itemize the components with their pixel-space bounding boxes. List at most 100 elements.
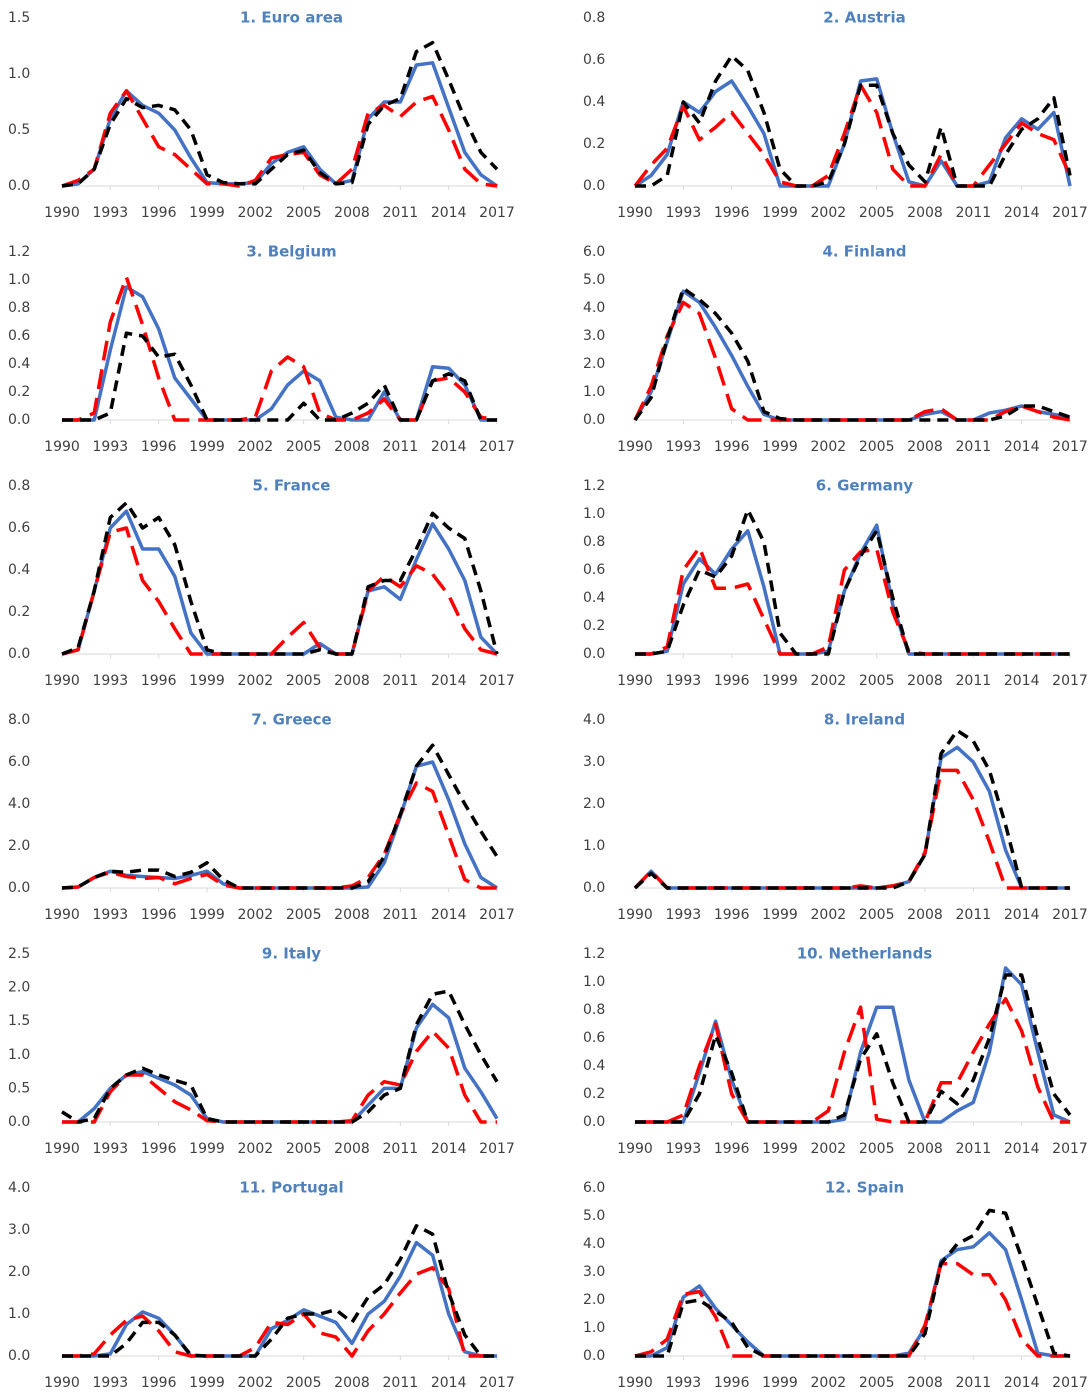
y-tick-label: 2.0	[583, 356, 605, 372]
x-tick-label: 2005	[859, 673, 895, 689]
y-tick-label: 1.0	[583, 384, 605, 400]
x-tick-label: 1990	[617, 1375, 653, 1391]
x-tick-label: 1993	[666, 439, 702, 455]
x-tick-label: 2014	[1004, 205, 1040, 221]
x-tick-label: 1996	[141, 673, 177, 689]
x-tick-label: 2014	[431, 1141, 467, 1157]
series-line	[61, 40, 499, 188]
series-line	[62, 331, 497, 422]
y-tick-label: 0.4	[8, 356, 30, 372]
y-tick-label: 0.8	[8, 478, 30, 494]
y-tick-label: 0.6	[8, 328, 30, 344]
chart-title: 10. Netherlands	[797, 945, 933, 963]
series-line	[635, 997, 1070, 1124]
y-tick-label: 5.0	[583, 272, 605, 288]
series-line	[633, 768, 1070, 890]
x-tick-label: 2005	[286, 907, 322, 923]
x-tick-label: 1996	[141, 205, 177, 221]
y-tick-label: 1.0	[583, 974, 605, 990]
y-tick-label: 4.0	[583, 1236, 605, 1252]
x-tick-label: 2008	[907, 439, 943, 455]
x-tick-label: 1999	[762, 1141, 798, 1157]
series-line	[62, 285, 497, 422]
series-line	[61, 61, 498, 188]
series-line	[61, 501, 499, 656]
y-tick-label: 4.0	[8, 1180, 30, 1196]
x-tick-label: 1999	[762, 1375, 798, 1391]
y-tick-label: 0.0	[8, 880, 30, 896]
x-tick-label: 2002	[811, 439, 847, 455]
x-tick-label: 2008	[334, 205, 370, 221]
series-line	[633, 745, 1070, 890]
x-tick-label: 1999	[762, 439, 798, 455]
x-tick-label: 2014	[1004, 907, 1040, 923]
x-tick-label: 2014	[1004, 1141, 1040, 1157]
chart-title: 11. Portugal	[239, 1179, 343, 1197]
y-tick-label: 5.0	[583, 1208, 605, 1224]
x-tick-label: 2017	[479, 439, 515, 455]
x-tick-label: 1996	[141, 1141, 177, 1157]
x-tick-label: 1996	[714, 1141, 750, 1157]
x-tick-label: 1999	[762, 673, 798, 689]
chart-title: 5. France	[253, 477, 331, 495]
x-tick-label: 2002	[811, 1375, 847, 1391]
x-tick-label: 1993	[666, 673, 702, 689]
y-tick-label: 0.4	[8, 562, 30, 578]
x-tick-label: 1996	[141, 907, 177, 923]
y-tick-label: 1.0	[8, 272, 30, 288]
x-tick-label: 1999	[189, 1141, 225, 1157]
y-tick-label: 0.6	[583, 52, 605, 68]
y-tick-label: 0.5	[8, 122, 30, 138]
x-tick-label: 2017	[1052, 1375, 1088, 1391]
y-tick-label: 1.0	[583, 838, 605, 854]
x-tick-label: 2002	[811, 1141, 847, 1157]
x-tick-label: 2008	[334, 439, 370, 455]
x-tick-label: 1993	[93, 1141, 129, 1157]
series-line	[62, 1266, 497, 1358]
x-tick-label: 2017	[1052, 205, 1088, 221]
y-tick-label: 0.8	[583, 10, 605, 26]
y-tick-label: 6.0	[583, 244, 605, 260]
x-tick-label: 2017	[479, 205, 515, 221]
y-tick-label: 3.0	[583, 328, 605, 344]
series-line	[634, 1261, 1070, 1358]
x-tick-label: 2014	[1004, 1375, 1040, 1391]
y-tick-label: 2.0	[8, 1264, 30, 1280]
x-tick-label: 2011	[956, 439, 992, 455]
x-tick-label: 2008	[907, 673, 943, 689]
x-tick-label: 2011	[956, 205, 992, 221]
x-tick-label: 2002	[238, 907, 274, 923]
x-tick-label: 2014	[1004, 673, 1040, 689]
x-tick-label: 2008	[334, 1141, 370, 1157]
y-tick-label: 0.0	[8, 1114, 30, 1130]
x-tick-label: 1996	[714, 205, 750, 221]
x-tick-label: 2005	[286, 1141, 322, 1157]
x-tick-label: 2011	[956, 907, 992, 923]
x-tick-label: 2011	[956, 1141, 992, 1157]
y-tick-label: 1.2	[8, 244, 30, 260]
x-tick-label: 2008	[334, 907, 370, 923]
series-line	[635, 1208, 1071, 1358]
chart-title: 3. Belgium	[246, 243, 336, 261]
x-tick-label: 1993	[93, 673, 129, 689]
y-tick-label: 0.6	[583, 1030, 605, 1046]
y-tick-label: 3.0	[8, 1222, 30, 1238]
y-tick-label: 3.0	[583, 754, 605, 770]
series-line	[62, 1002, 499, 1124]
x-tick-label: 1993	[93, 205, 129, 221]
y-tick-label: 0.0	[583, 178, 605, 194]
x-tick-label: 2017	[479, 1141, 515, 1157]
x-tick-label: 1999	[189, 907, 225, 923]
x-tick-label: 2011	[383, 1141, 419, 1157]
y-tick-label: 1.0	[8, 66, 30, 82]
x-tick-label: 1999	[189, 1375, 225, 1391]
x-tick-label: 1993	[666, 907, 702, 923]
x-tick-label: 2005	[859, 439, 895, 455]
y-tick-label: 0.2	[8, 604, 30, 620]
series-line	[634, 77, 1072, 188]
series-line	[635, 523, 1070, 656]
x-tick-label: 2002	[811, 673, 847, 689]
x-tick-label: 2011	[383, 673, 419, 689]
x-tick-label: 1990	[617, 673, 653, 689]
